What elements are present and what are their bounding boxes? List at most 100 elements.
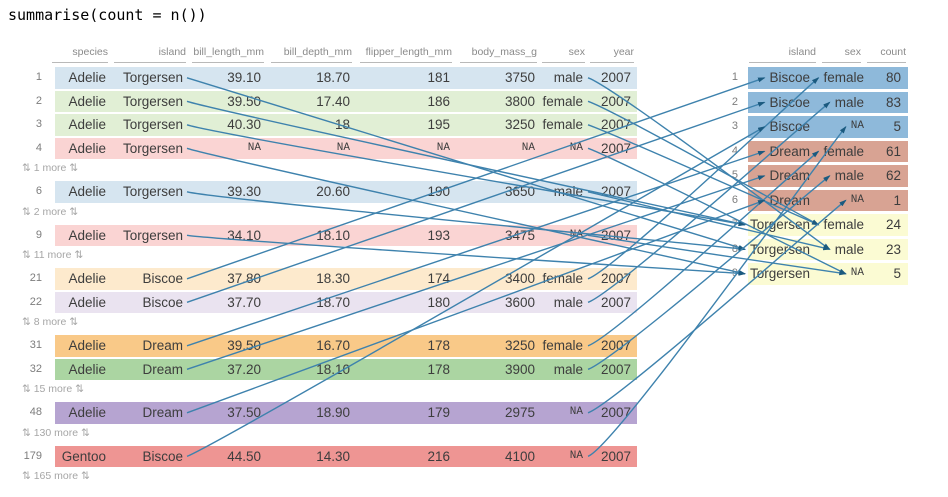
row-number: 22 [29, 295, 42, 308]
row-band: Torgersen male 23 [748, 238, 908, 260]
cell-bill_depth_mm: 14.30 [316, 448, 350, 464]
row-number: 21 [29, 272, 42, 284]
cell-bill_length_mm: 39.50 [227, 338, 261, 353]
cell-year: 2007 [600, 184, 631, 199]
cell-body_mass_g: NA [521, 141, 535, 154]
cell-bill_length_mm: 44.50 [227, 448, 261, 464]
right-row-7: 7 Torgersen female 24 [700, 214, 912, 236]
cell-body_mass_g: 2975 [504, 405, 535, 420]
cell-island: Dream [142, 338, 183, 353]
cell-island: Biscoe [769, 94, 810, 110]
left-row-2: 2 Adelie Torgersen 39.50 17.40 186 3800 female 2… [20, 90, 640, 112]
cell-species: Adelie [68, 271, 106, 286]
column-header-year: year [590, 44, 634, 63]
cell-sex: male [553, 184, 583, 199]
row-number: 6 [35, 185, 42, 197]
cell-sex: female [823, 217, 864, 232]
cell-sex: NA [569, 228, 583, 241]
cell-body_mass_g: 3650 [504, 184, 535, 199]
cell-count: 83 [885, 94, 901, 110]
cell-flipper_length_mm: 179 [427, 405, 450, 420]
row-band: Adelie Dream 39.50 16.70 178 3250 female 2007 [55, 335, 637, 357]
row-number: 6 [731, 193, 738, 206]
cell-bill_length_mm: 40.30 [227, 117, 261, 132]
cell-body_mass_g: 3475 [504, 227, 535, 243]
cell-flipper_length_mm: 186 [427, 93, 450, 109]
left-row-6: 6 Adelie Torgersen 39.30 20.60 190 3650 male 200… [20, 181, 640, 203]
cell-island: Biscoe [769, 119, 810, 134]
cell-island: Biscoe [142, 294, 183, 310]
cell-sex: NA [850, 267, 864, 279]
cell-sex: female [823, 70, 864, 85]
row-number: 7 [731, 218, 738, 230]
cell-island: Biscoe [142, 271, 183, 286]
cell-year: 2007 [600, 405, 631, 420]
cell-sex: male [553, 361, 583, 377]
right-row-4: 4 Dream female 61 [700, 140, 912, 162]
cell-sex: male [834, 94, 864, 110]
cell-body_mass_g: 3800 [504, 93, 535, 109]
cell-sex: NA [569, 449, 583, 462]
cell-count: 80 [885, 70, 901, 85]
cell-year: 2007 [600, 70, 631, 85]
cell-island: Biscoe [142, 448, 183, 464]
cell-sex: female [542, 271, 583, 286]
left-row-21: 21 Adelie Biscoe 37.80 18.30 174 3400 female 200… [20, 268, 640, 290]
left-row-3: 3 Adelie Torgersen 40.30 18 195 3250 female 2007 [20, 114, 640, 136]
right-row-8: 8 Torgersen male 23 [700, 238, 912, 260]
row-number: 3 [731, 120, 738, 132]
row-number: 3 [35, 118, 42, 130]
cell-bill_depth_mm: 16.70 [316, 338, 350, 353]
right-row-1: 1 Biscoe female 80 [700, 67, 912, 89]
cell-bill_depth_mm: 18.10 [316, 227, 350, 243]
cell-bill_depth_mm: 18.10 [316, 361, 350, 377]
collapsed-rows-indicator: ⇅ 8 more ⇅ [22, 316, 79, 328]
column-header-body_mass_g: body_mass_g [460, 44, 537, 63]
cell-sex: female [542, 93, 583, 109]
cell-sex: NA [850, 193, 864, 206]
cell-body_mass_g: 3250 [504, 117, 535, 132]
cell-year: 2007 [600, 361, 631, 377]
cell-count: 62 [885, 168, 901, 183]
row-number: 1 [731, 71, 738, 83]
collapsed-rows-indicator: ⇅ 15 more ⇅ [22, 383, 84, 395]
cell-count: 23 [885, 241, 901, 257]
cell-bill_depth_mm: 18.70 [316, 70, 350, 85]
row-number: 4 [731, 144, 738, 157]
cell-species: Adelie [68, 294, 106, 310]
cell-bill_depth_mm: NA [336, 141, 350, 154]
right-table: 1 Biscoe female 80 2 Biscoe male 83 3 Biscoe NA 5 4 D… [700, 67, 912, 288]
cell-count: 24 [885, 217, 901, 232]
cell-island: Torgersen [749, 217, 810, 232]
cell-bill_length_mm: 37.20 [227, 361, 261, 377]
row-band: Adelie Torgersen 34.10 18.10 193 3475 NA 2007 [55, 224, 637, 246]
cell-count: 5 [893, 119, 901, 134]
cell-bill_depth_mm: 17.40 [316, 93, 350, 109]
column-header-species: species [52, 44, 108, 63]
row-number: 5 [731, 169, 738, 181]
column-header-bill_length_mm: bill_length_mm [192, 44, 264, 63]
row-number: 9 [35, 228, 42, 241]
cell-year: 2007 [600, 93, 631, 109]
cell-body_mass_g: 3250 [504, 338, 535, 353]
cell-flipper_length_mm: NA [436, 141, 450, 154]
right-row-6: 6 Dream NA 1 [700, 189, 912, 211]
row-band: Torgersen NA 5 [748, 263, 908, 285]
cell-bill_depth_mm: 18.90 [316, 405, 350, 420]
column-header-island: island [114, 44, 186, 63]
row-band: Adelie Torgersen NA NA NA NA NA 2007 [55, 137, 637, 159]
cell-body_mass_g: 3400 [504, 271, 535, 286]
cell-island: Dream [142, 405, 183, 420]
cell-island: Biscoe [769, 70, 810, 85]
cell-body_mass_g: 3900 [504, 361, 535, 377]
row-number: 179 [23, 449, 42, 462]
cell-flipper_length_mm: 174 [427, 271, 450, 286]
row-number: 2 [731, 95, 738, 108]
row-number: 1 [35, 71, 42, 83]
cell-flipper_length_mm: 178 [427, 338, 450, 353]
cell-island: Dream [769, 143, 810, 159]
cell-island: Torgersen [122, 70, 183, 85]
cell-species: Adelie [68, 338, 106, 353]
cell-species: Adelie [68, 140, 106, 156]
